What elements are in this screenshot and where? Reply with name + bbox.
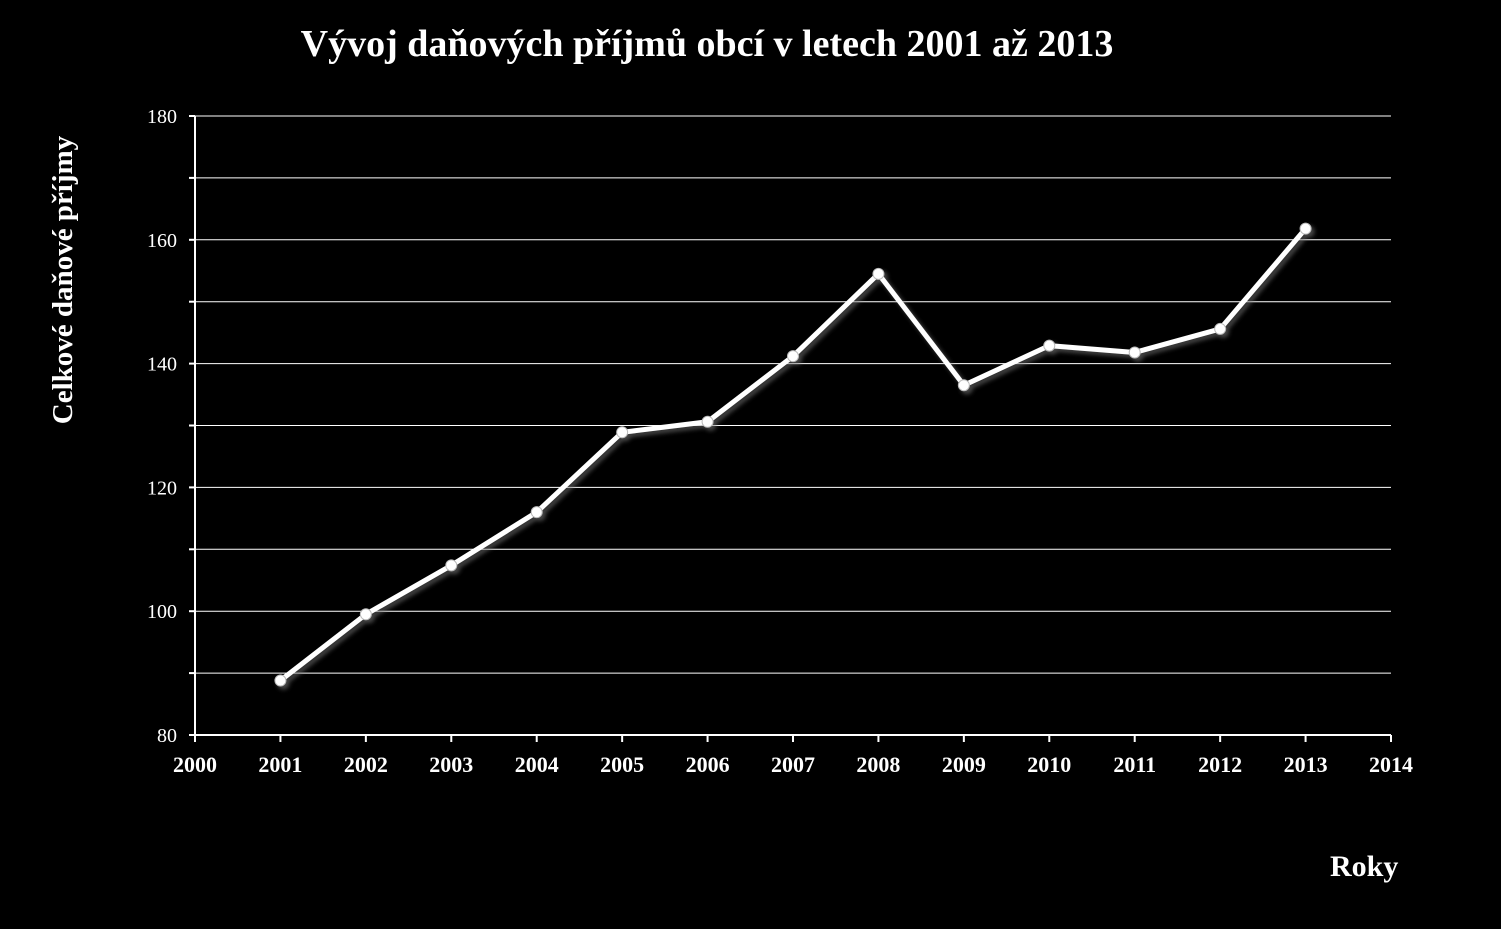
axes <box>189 115 1392 742</box>
x-axis-label: Roky <box>1330 850 1399 883</box>
x-tick-label: 2001 <box>258 752 302 777</box>
x-tick-label: 2014 <box>1369 752 1413 777</box>
x-tick-label: 2005 <box>600 752 644 777</box>
data-point <box>1043 339 1056 352</box>
data-point <box>445 559 458 572</box>
series-layer <box>274 222 1312 687</box>
x-tick-label: 2010 <box>1027 752 1071 777</box>
chart-title: Vývoj daňových příjmů obcí v letech 2001… <box>300 23 1114 65</box>
data-point <box>359 608 372 621</box>
y-tick-label: 100 <box>147 601 177 623</box>
data-point <box>787 350 799 363</box>
x-tick-label: 2002 <box>344 752 388 777</box>
data-point <box>872 267 885 280</box>
data-point <box>1299 222 1312 235</box>
data-point <box>701 415 714 428</box>
y-tick-label: 180 <box>147 106 177 128</box>
tick-labels: 80 100 120 140 160 180 2000 2001 2002 2003 2004 200… <box>147 106 1413 777</box>
x-tick-label: 2011 <box>1113 752 1156 777</box>
data-point <box>1128 346 1141 359</box>
x-tick-label: 2012 <box>1198 752 1242 777</box>
x-tick-label: 2003 <box>429 752 473 777</box>
data-point <box>616 426 629 439</box>
x-tick-label: 2008 <box>856 752 900 777</box>
data-point <box>1214 322 1227 335</box>
x-tick-label: 2007 <box>771 752 815 777</box>
y-tick-label: 160 <box>147 230 177 252</box>
x-tick-label: 2006 <box>686 752 730 777</box>
x-tick-label: 2013 <box>1284 752 1328 777</box>
y-tick-label: 80 <box>157 725 177 747</box>
data-point <box>530 506 543 519</box>
x-tick-label: 2004 <box>515 752 559 777</box>
series-line <box>277 226 1309 684</box>
data-point <box>957 379 970 392</box>
gridlines <box>195 115 1391 674</box>
data-point <box>274 674 287 687</box>
y-tick-label: 140 <box>147 354 177 376</box>
x-tick-label: 2009 <box>942 752 986 777</box>
y-tick-label: 120 <box>147 477 177 499</box>
x-tick-label: 2000 <box>173 752 217 777</box>
